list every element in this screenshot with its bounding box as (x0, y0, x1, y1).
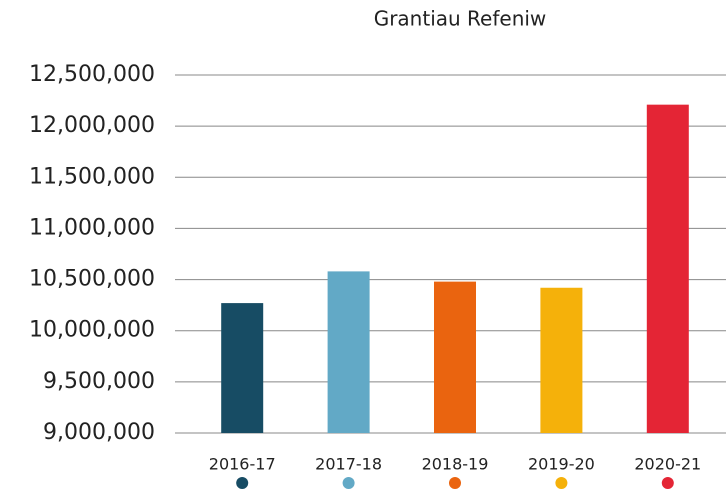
bar (221, 303, 264, 433)
y-tick-label: 10,500,000 (29, 267, 155, 292)
y-tick-label: 9,000,000 (43, 420, 155, 445)
bar (646, 104, 689, 434)
legend-dot (449, 477, 461, 489)
x-tick-label: 2017-18 (315, 455, 382, 474)
y-tick-label: 9,500,000 (43, 369, 155, 394)
legend-dot (342, 477, 355, 489)
x-tick-label: 2019-20 (528, 455, 595, 474)
bar (434, 281, 476, 433)
legend-dot (661, 477, 674, 489)
legend-dot (555, 477, 568, 489)
y-tick-label: 11,500,000 (29, 164, 155, 189)
y-tick-label: 11,000,000 (29, 215, 155, 240)
x-tick-label: 2016-17 (209, 455, 276, 474)
x-tick-label: 2018-19 (422, 455, 489, 474)
legend-dot (236, 477, 249, 489)
bar (327, 271, 370, 433)
y-tick-label: 12,000,000 (29, 113, 155, 138)
y-tick-label: 10,000,000 (29, 318, 155, 343)
chart-title: Grantiau Refeniw (374, 7, 547, 31)
bar (540, 287, 583, 433)
x-tick-label: 2020-21 (634, 455, 701, 474)
y-tick-label: 12,500,000 (29, 62, 155, 87)
